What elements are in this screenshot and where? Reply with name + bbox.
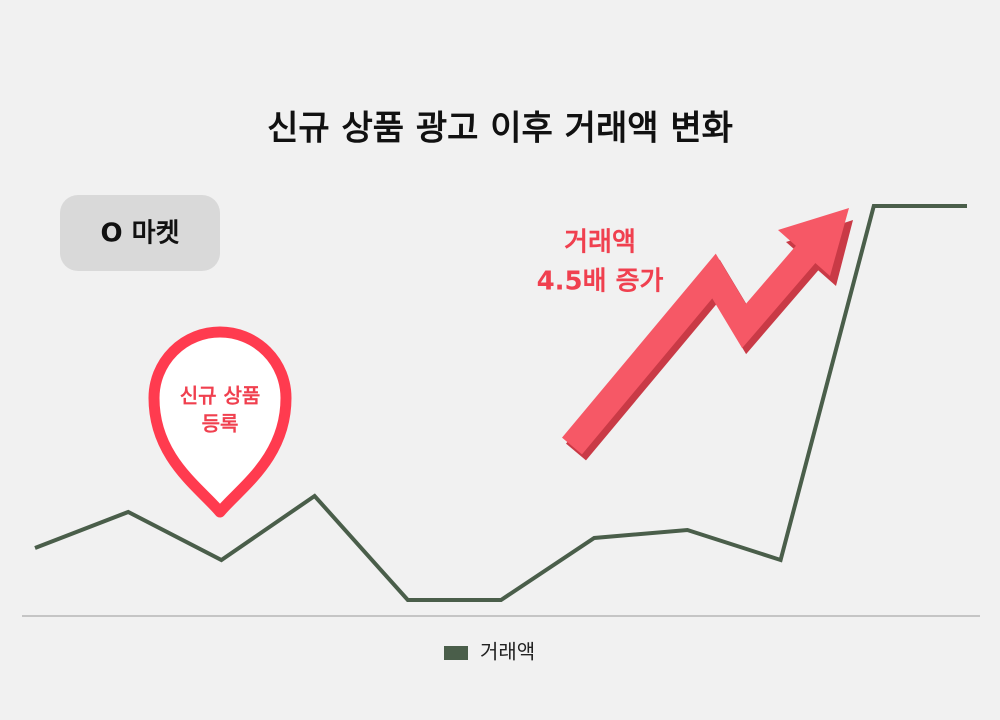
arrow — [562, 208, 853, 461]
badge-box — [60, 195, 220, 271]
legend: 거래액 — [444, 640, 535, 664]
pin — [148, 326, 292, 518]
plot — [34, 204, 967, 602]
pin-label: 등록 — [202, 412, 239, 436]
arrow-label: 거래액 — [564, 228, 636, 258]
legend-swatch — [444, 646, 468, 660]
pin-label: 신규 상품 — [180, 384, 261, 408]
arrow-label: 4.5배 증가 — [537, 267, 664, 297]
chart-title: 신규 상품 광고 이후 거래액 변화 — [267, 109, 733, 149]
data-line — [34, 204, 967, 602]
badge: O 마켓 — [101, 219, 180, 249]
legend-label: 거래액 — [480, 640, 535, 664]
